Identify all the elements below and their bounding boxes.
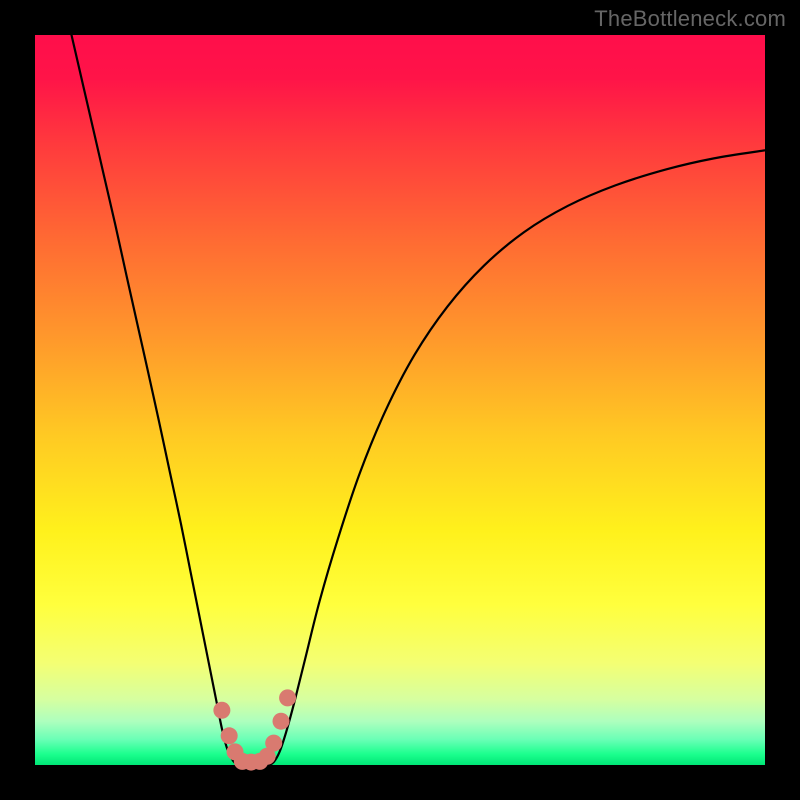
marker-point [213,702,230,719]
marker-point [265,735,282,752]
marker-point [273,713,290,730]
marker-point [279,689,296,706]
marker-point [221,727,238,744]
chart-container: TheBottleneck.com [0,0,800,800]
watermark-text: TheBottleneck.com [594,6,786,32]
plot-background [35,35,765,765]
bottleneck-chart [0,0,800,800]
